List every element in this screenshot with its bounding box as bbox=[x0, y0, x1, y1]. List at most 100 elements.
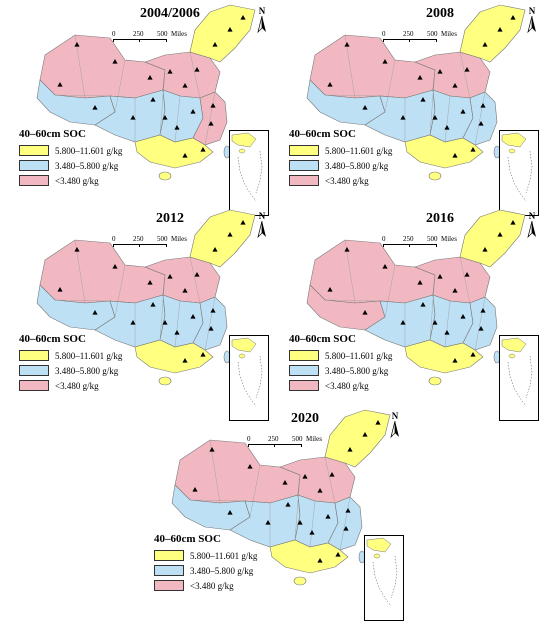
scale-tick-label: 500 bbox=[157, 235, 168, 243]
legend-swatch bbox=[289, 160, 319, 171]
north-arrow: N bbox=[388, 411, 402, 439]
sample-site-triangle bbox=[329, 472, 335, 477]
scale-unit: Miles bbox=[441, 30, 457, 38]
legend-entry: 5.800–11.601 g/kg bbox=[154, 548, 257, 563]
sample-site-triangle bbox=[444, 330, 450, 335]
province-boundary bbox=[174, 95, 181, 143]
inset-map bbox=[501, 132, 533, 202]
sample-site-triangle bbox=[192, 487, 198, 492]
sample-site-triangle bbox=[362, 432, 368, 437]
province-boundary bbox=[384, 264, 396, 318]
scale-unit: Miles bbox=[306, 435, 322, 443]
region-west bbox=[39, 34, 166, 99]
legend-label: <3.480 g/kg bbox=[55, 380, 99, 391]
sample-site-triangle bbox=[210, 308, 216, 313]
legend-entry: <3.480 g/kg bbox=[154, 578, 257, 593]
province-boundary bbox=[204, 91, 216, 146]
scale-bar-line bbox=[383, 39, 437, 42]
sample-site-triangle bbox=[285, 502, 291, 507]
north-arrow: N bbox=[255, 211, 269, 239]
legend-entry: <3.480 g/kg bbox=[289, 173, 392, 188]
sample-site-triangle bbox=[240, 15, 246, 20]
legend-label: 5.800–11.601 g/kg bbox=[325, 145, 393, 156]
legend-entry: 5.800–11.601 g/kg bbox=[19, 348, 122, 363]
region-hainan-island bbox=[158, 171, 172, 181]
sample-site-triangle bbox=[480, 308, 486, 313]
scale-tick-label: 500 bbox=[427, 235, 438, 243]
sample-site-triangle bbox=[167, 274, 173, 279]
legend-swatch bbox=[289, 350, 319, 361]
sample-site-triangle bbox=[227, 232, 233, 237]
scale-unit: Miles bbox=[441, 235, 457, 243]
sample-site-triangle bbox=[460, 314, 466, 319]
inset-map bbox=[366, 537, 398, 607]
province-boundary bbox=[54, 94, 111, 97]
region-ne bbox=[189, 209, 256, 268]
legend-entry: <3.480 g/kg bbox=[19, 378, 122, 393]
province-boundary bbox=[429, 69, 436, 136]
sample-site-triangle bbox=[92, 105, 98, 110]
sample-site-triangle bbox=[452, 358, 458, 363]
sample-site-triangle bbox=[227, 510, 233, 515]
province-boundary bbox=[339, 496, 351, 551]
legend-title: 40–60cm SOC bbox=[154, 533, 221, 545]
scale-tick-label: 0 bbox=[112, 235, 116, 243]
south-china-sea-inset bbox=[499, 130, 539, 216]
sample-site-triangle bbox=[335, 552, 341, 557]
scale-bar-midtick bbox=[409, 39, 410, 42]
sample-site-triangle bbox=[92, 310, 98, 315]
north-label: N bbox=[391, 411, 399, 421]
province-boundary bbox=[204, 296, 216, 351]
legend-swatch bbox=[19, 175, 49, 186]
inset-map bbox=[501, 337, 533, 407]
sample-site-triangle bbox=[452, 288, 458, 293]
province-boundary bbox=[459, 256, 471, 304]
legend-label: 5.800–11.601 g/kg bbox=[55, 350, 123, 361]
legend-title: 40–60cm SOC bbox=[289, 333, 356, 345]
sample-site-triangle bbox=[130, 320, 136, 325]
legend-swatch bbox=[289, 145, 319, 156]
region-ne bbox=[459, 4, 526, 63]
legend-entry: 3.480–5.800 g/kg bbox=[19, 158, 122, 173]
sample-site-triangle bbox=[460, 109, 466, 114]
sample-site-triangle bbox=[302, 474, 308, 479]
province-boundary bbox=[249, 464, 261, 518]
legend-swatch bbox=[19, 145, 49, 156]
scale-bar: 0 250 500 Miles bbox=[112, 30, 203, 42]
sample-site-triangle bbox=[478, 326, 484, 331]
region-ne bbox=[459, 209, 526, 268]
sample-site-triangle bbox=[182, 153, 188, 158]
sample-site-triangle bbox=[297, 520, 303, 525]
legend-swatch bbox=[289, 365, 319, 376]
scale-bar: 0 250 500 Miles bbox=[247, 435, 338, 447]
sample-site-triangle bbox=[208, 326, 214, 331]
north-arrow: N bbox=[525, 6, 539, 34]
province-boundary bbox=[474, 296, 486, 351]
sample-site-triangle bbox=[190, 109, 196, 114]
province-boundary bbox=[114, 264, 126, 318]
legend-label: 3.480–5.800 g/kg bbox=[55, 160, 119, 171]
sample-site-triangle bbox=[327, 82, 333, 87]
sample-site-triangle bbox=[437, 69, 443, 74]
scale-tick-label: 0 bbox=[112, 30, 116, 38]
legend-label: 5.800–11.601 g/kg bbox=[190, 550, 258, 561]
sample-site-triangle bbox=[194, 67, 200, 72]
sample-site-triangle bbox=[317, 488, 323, 493]
north-arrow: N bbox=[525, 211, 539, 239]
china-soc-map bbox=[306, 209, 526, 386]
sample-site-triangle bbox=[57, 287, 63, 292]
sample-site-triangle bbox=[464, 272, 470, 277]
sample-site-triangle bbox=[327, 287, 333, 292]
scale-bar-line bbox=[113, 244, 167, 247]
legend-title: 40–60cm SOC bbox=[289, 128, 356, 140]
province-boundary bbox=[189, 51, 201, 99]
north-label: N bbox=[258, 211, 266, 221]
scale-labels: 0 250 500 Miles bbox=[112, 235, 203, 244]
legend-label: 5.800–11.601 g/kg bbox=[325, 350, 393, 361]
china-soc-map bbox=[306, 4, 526, 181]
scale-labels: 0 250 500 Miles bbox=[382, 235, 473, 244]
sample-site-triangle bbox=[150, 302, 156, 307]
legend-label: <3.480 g/kg bbox=[325, 380, 369, 391]
sample-site-triangle bbox=[482, 42, 488, 47]
scale-bar-line bbox=[248, 444, 302, 447]
